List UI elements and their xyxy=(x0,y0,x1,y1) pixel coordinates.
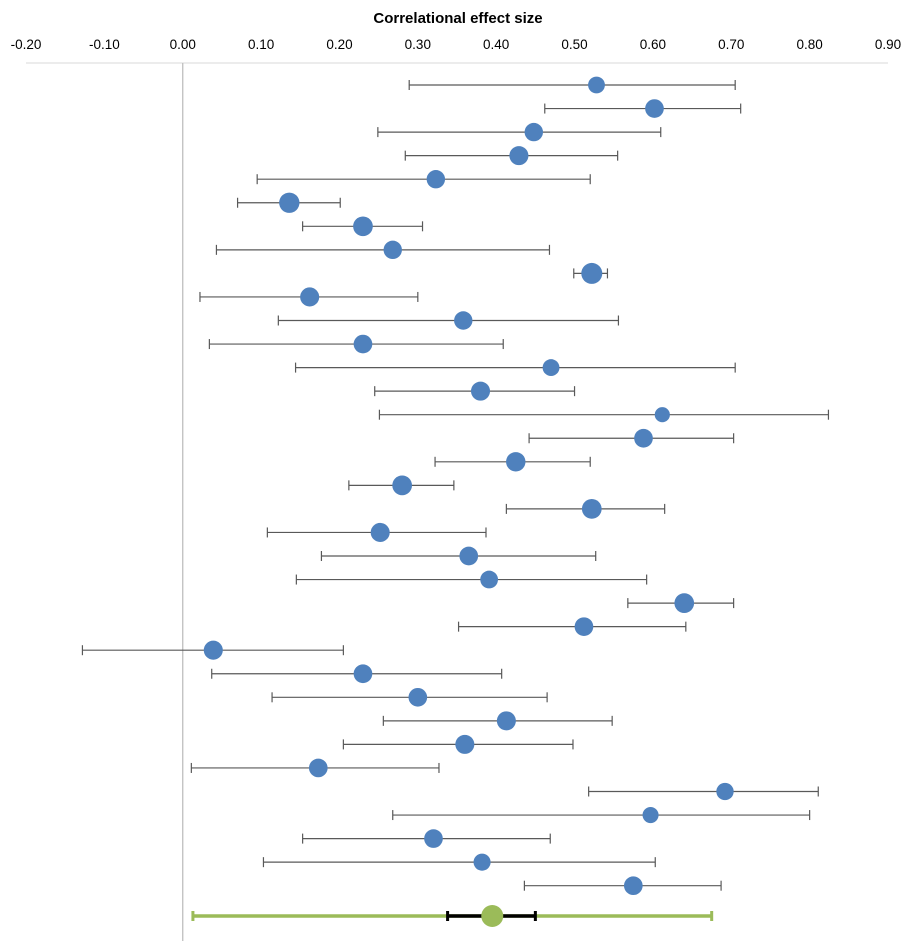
study-point-estimate xyxy=(203,640,223,660)
study-row xyxy=(392,807,811,824)
study-point-estimate xyxy=(588,76,605,94)
study-point-estimate xyxy=(716,782,734,801)
x-tick-label: 0.10 xyxy=(248,37,274,52)
study-rows xyxy=(81,76,830,896)
study-point-estimate xyxy=(581,262,603,284)
study-row xyxy=(505,499,666,519)
study-point-estimate xyxy=(509,146,529,166)
x-tick-label: 0.30 xyxy=(405,37,431,52)
summary-row xyxy=(191,905,714,927)
study-point-estimate xyxy=(408,687,428,707)
x-tick-label: 0.50 xyxy=(561,37,587,52)
study-row xyxy=(320,546,597,566)
study-row xyxy=(348,475,455,496)
study-row xyxy=(211,664,503,684)
x-tick-label: 0.60 xyxy=(640,37,666,52)
study-point-estimate xyxy=(353,334,373,354)
study-row xyxy=(256,170,591,189)
study-row xyxy=(262,853,656,871)
study-row xyxy=(528,428,735,448)
study-point-estimate xyxy=(542,359,560,377)
study-row xyxy=(378,407,830,423)
x-tick-label: 0.20 xyxy=(326,37,352,52)
study-row xyxy=(271,687,548,707)
study-point-estimate xyxy=(455,734,475,754)
study-row xyxy=(457,617,687,636)
study-point-estimate xyxy=(353,216,373,237)
x-tick-label: -0.20 xyxy=(11,37,42,52)
study-point-estimate xyxy=(473,853,491,871)
chart-title: Correlational effect size xyxy=(373,10,542,27)
x-tick-label: 0.90 xyxy=(875,37,901,52)
study-point-estimate xyxy=(370,522,390,542)
study-row xyxy=(342,734,574,754)
study-row xyxy=(190,758,440,778)
study-point-estimate xyxy=(480,570,499,589)
study-row xyxy=(236,192,341,213)
study-row xyxy=(573,262,609,284)
study-point-estimate xyxy=(454,311,473,330)
x-tick-label: -0.10 xyxy=(89,37,120,52)
study-row xyxy=(377,122,662,142)
study-row xyxy=(208,334,504,354)
study-point-estimate xyxy=(424,829,443,848)
study-row xyxy=(588,782,819,801)
study-row xyxy=(374,381,576,401)
study-row xyxy=(266,522,487,542)
study-row xyxy=(277,311,620,330)
study-point-estimate xyxy=(581,499,602,519)
study-point-estimate xyxy=(300,287,320,307)
study-row xyxy=(81,640,344,660)
study-row xyxy=(523,876,722,896)
study-row xyxy=(302,216,424,237)
study-row xyxy=(434,452,591,472)
study-row xyxy=(295,570,648,589)
study-point-estimate xyxy=(383,240,402,260)
study-row xyxy=(302,829,551,848)
study-row xyxy=(294,359,736,377)
study-point-estimate xyxy=(279,192,300,213)
x-tick-label: 0.80 xyxy=(796,37,822,52)
study-point-estimate xyxy=(459,546,479,566)
study-point-estimate xyxy=(623,876,643,896)
study-point-estimate xyxy=(574,617,594,636)
x-tick-label: 0.70 xyxy=(718,37,744,52)
study-point-estimate xyxy=(674,593,695,613)
study-point-estimate xyxy=(308,758,328,778)
x-axis-ticks: -0.20 -0.10 0.00 0.10 0.20 0.30 0.40 0.50 0.60 0.… xyxy=(11,37,902,52)
study-row xyxy=(408,76,736,94)
x-tick-label: 0.40 xyxy=(483,37,509,52)
summary-point-estimate xyxy=(481,905,504,927)
study-row xyxy=(404,146,619,166)
study-point-estimate xyxy=(470,381,491,401)
study-point-estimate xyxy=(392,475,412,496)
study-point-estimate xyxy=(634,428,653,448)
study-point-estimate xyxy=(645,99,664,118)
study-row xyxy=(627,593,735,613)
study-point-estimate xyxy=(496,711,516,731)
x-tick-label: 0.00 xyxy=(170,37,196,52)
study-point-estimate xyxy=(426,170,446,189)
study-point-estimate xyxy=(524,122,543,142)
study-point-estimate xyxy=(353,664,373,684)
study-row xyxy=(382,711,613,731)
study-point-estimate xyxy=(642,807,659,824)
study-point-estimate xyxy=(654,407,670,423)
study-row xyxy=(215,240,551,260)
study-row xyxy=(544,99,742,118)
study-point-estimate xyxy=(506,452,526,472)
study-row xyxy=(199,287,419,307)
